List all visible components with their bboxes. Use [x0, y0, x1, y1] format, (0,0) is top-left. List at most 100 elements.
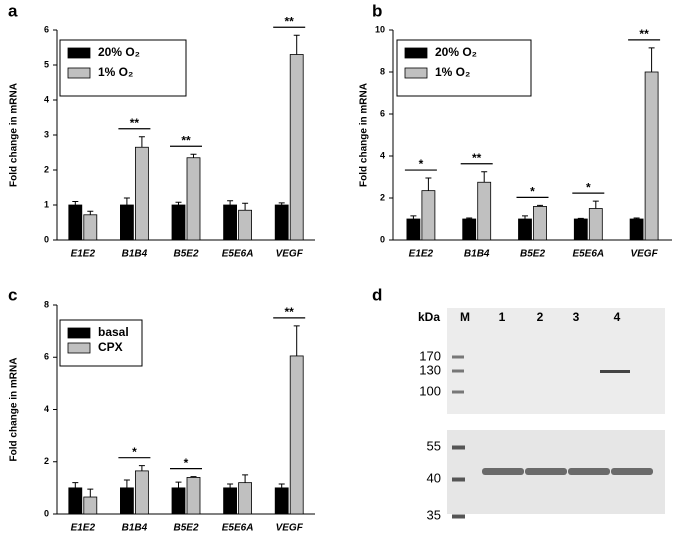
x-tick-label: B5E2 [520, 249, 545, 260]
bar [68, 487, 83, 515]
bar [223, 487, 238, 515]
x-tick-label: B1B4 [122, 523, 148, 534]
lane-label: 3 [573, 310, 580, 324]
loading-band [525, 468, 567, 475]
bar [134, 146, 149, 241]
marker-label: 100 [419, 383, 441, 398]
significance-label: * [586, 180, 591, 194]
error-bar [592, 200, 599, 209]
significance-label: * [184, 456, 189, 470]
x-tick-label: VEGF [630, 249, 658, 260]
legend-label: 1% O₂ [435, 65, 470, 79]
y-tick-label: 3 [44, 129, 49, 139]
y-tick-label: 6 [44, 352, 49, 362]
bar [421, 190, 436, 241]
error-bar [242, 474, 249, 483]
legend-label: 20% O₂ [435, 45, 477, 59]
loading-band [611, 468, 653, 475]
significance-label: * [419, 157, 424, 171]
error-bar [293, 325, 300, 356]
bar [406, 218, 421, 241]
y-axis-label: Fold change in mRNA [9, 358, 20, 462]
bar [533, 205, 547, 241]
x-tick-label: B1B4 [122, 249, 148, 260]
lane-label: 4 [614, 310, 621, 324]
error-bar [138, 136, 145, 148]
significance-label: ** [639, 27, 649, 41]
error-bar [138, 465, 145, 471]
panel-label: c [8, 285, 17, 304]
y-tick-label: 6 [380, 108, 385, 118]
blot-top [447, 308, 665, 414]
bar [573, 218, 588, 241]
y-tick-label: 0 [44, 234, 49, 244]
marker-band [452, 355, 464, 359]
significance-label: * [132, 445, 137, 459]
legend-label: CPX [98, 340, 123, 354]
marker-band [452, 514, 465, 519]
bar [171, 204, 186, 241]
error-bar [227, 200, 234, 205]
y-tick-label: 10 [375, 24, 385, 34]
lane-label: M [460, 310, 470, 324]
bar [186, 477, 201, 515]
y-tick-label: 1 [44, 199, 49, 209]
bar [477, 181, 492, 241]
bar [120, 487, 134, 515]
protein-band [600, 370, 630, 373]
x-tick-label: E5E6A [222, 523, 254, 534]
marker-band [452, 445, 465, 450]
bar [518, 218, 532, 241]
x-tick-label: VEGF [276, 523, 304, 534]
error-bar [175, 201, 182, 205]
legend-label: 1% O₂ [98, 65, 133, 79]
error-bar [87, 210, 94, 215]
x-tick-label: B1B4 [464, 249, 490, 260]
bar [223, 204, 238, 241]
marker-label: 55 [427, 438, 441, 453]
bar [83, 496, 98, 515]
bar [462, 218, 477, 241]
bar [134, 470, 149, 515]
x-tick-label: E1E2 [71, 523, 96, 534]
y-tick-label: 0 [380, 234, 385, 244]
error-bar [633, 217, 640, 219]
error-bar [648, 47, 655, 72]
y-tick-label: 0 [44, 508, 49, 518]
significance-label: * [530, 185, 535, 199]
bar [186, 157, 201, 241]
error-bar [175, 481, 182, 488]
error-bar [123, 197, 130, 205]
legend-swatch [67, 342, 91, 354]
x-tick-label: E1E2 [71, 249, 96, 260]
error-bar [577, 217, 584, 219]
marker-label: 40 [427, 470, 441, 485]
y-tick-label: 2 [44, 164, 49, 174]
marker-label: 35 [427, 507, 441, 522]
x-tick-label: B5E2 [173, 249, 198, 260]
y-tick-label: 2 [44, 456, 49, 466]
marker-label: 170 [419, 348, 441, 363]
error-bar [72, 482, 79, 488]
error-bar [425, 177, 432, 191]
legend-swatch [67, 67, 91, 79]
panel-label: d [372, 285, 382, 304]
bar [289, 355, 304, 515]
bar [238, 482, 253, 515]
bar [588, 208, 603, 241]
significance-label: ** [285, 14, 295, 28]
error-bar [242, 202, 249, 211]
bar [629, 218, 644, 241]
error-bar [410, 215, 417, 219]
y-tick-label: 4 [380, 150, 385, 160]
bar [274, 487, 289, 515]
panel-label: b [372, 1, 382, 20]
significance-label: ** [472, 151, 482, 165]
significance-label: ** [130, 116, 140, 130]
x-tick-label: B5E2 [173, 523, 198, 534]
error-bar [466, 217, 473, 219]
y-tick-label: 6 [44, 24, 49, 34]
x-tick-label: E5E6A [222, 249, 254, 260]
bar [274, 204, 289, 241]
